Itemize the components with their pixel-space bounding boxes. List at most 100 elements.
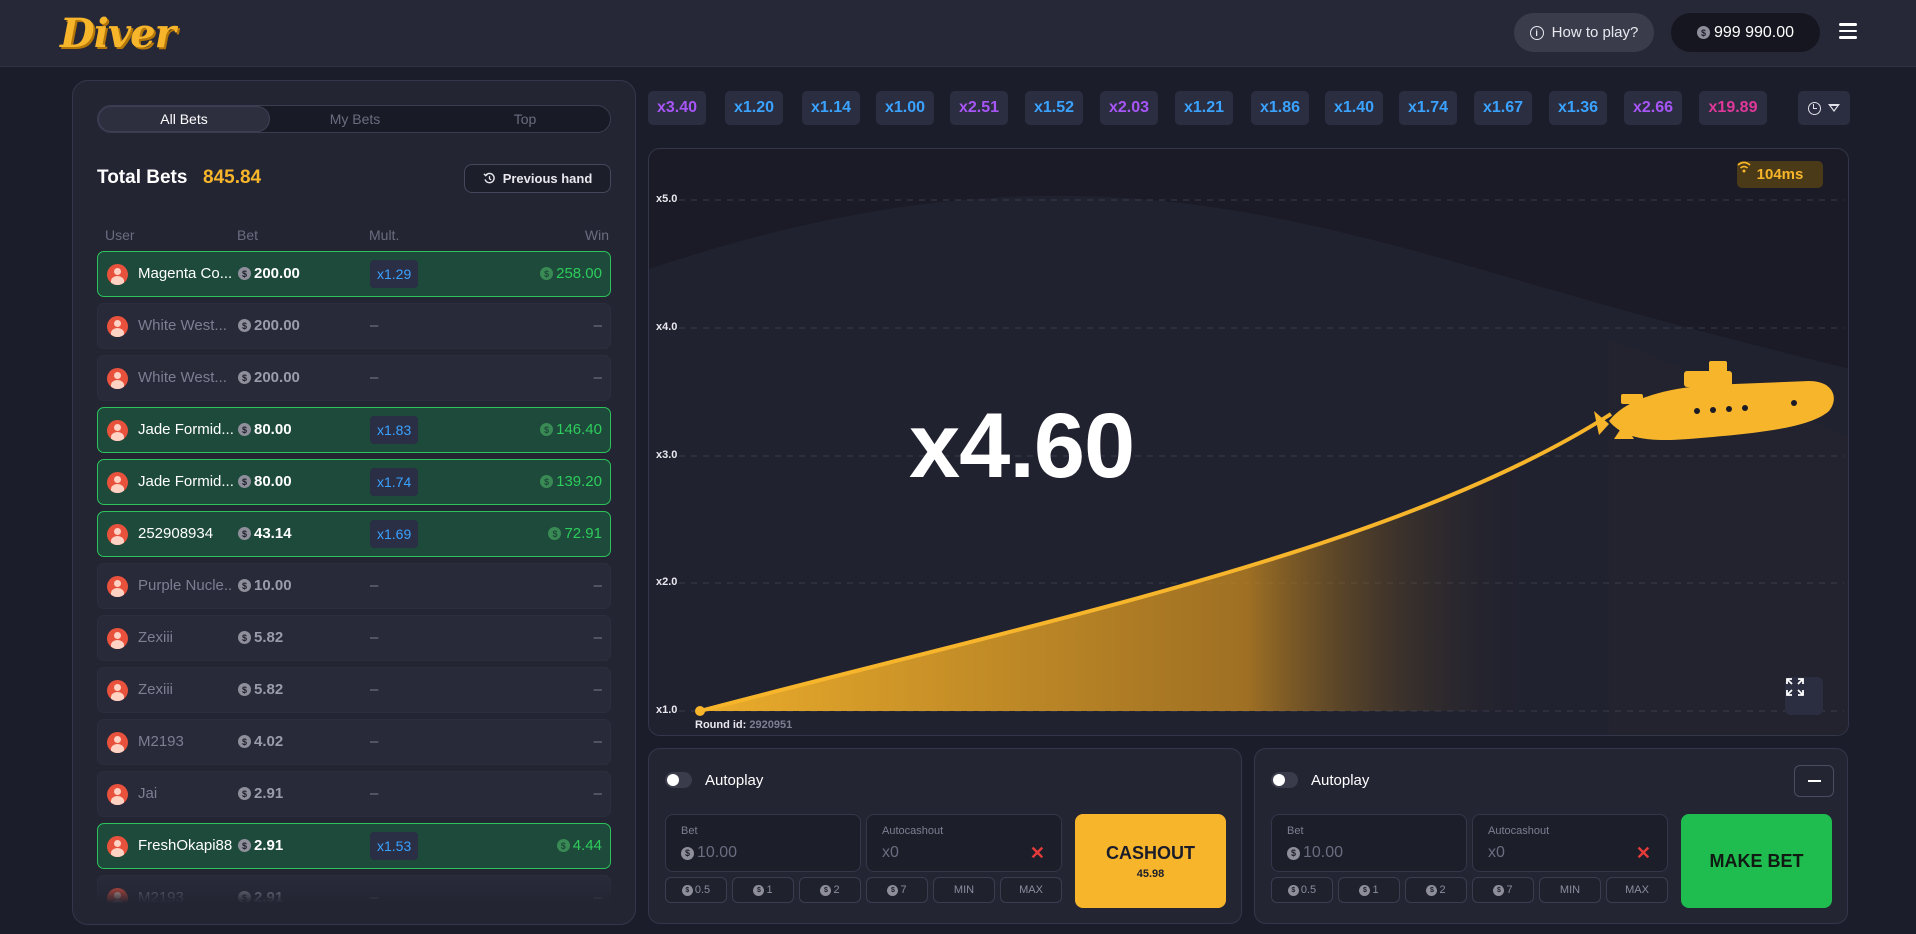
column-mult: Mult. bbox=[369, 227, 400, 243]
history-multiplier-chip[interactable]: x2.66 bbox=[1624, 91, 1682, 125]
bets-list: Magenta Co... $200.00 x1.29 $258.00 White We… bbox=[97, 251, 611, 903]
history-multiplier-chip[interactable]: x2.51 bbox=[950, 91, 1008, 125]
bet-panel-1: Autoplay Bet $10.00 Autocashout x0 ✕ $0.… bbox=[648, 748, 1242, 924]
bet-row-user: Jai bbox=[138, 785, 158, 802]
history-dropdown-button[interactable] bbox=[1798, 91, 1850, 125]
quick-bet-min[interactable]: MIN bbox=[1539, 877, 1601, 903]
fullscreen-button[interactable] bbox=[1785, 677, 1823, 715]
bet-field[interactable]: Bet $10.00 bbox=[1271, 814, 1467, 872]
total-bets-value: 845.84 bbox=[203, 167, 262, 188]
bet-row-user: Jade Formid... bbox=[138, 421, 233, 438]
bet-row-mult: x1.53 bbox=[370, 832, 419, 860]
bet-row-mult: – bbox=[370, 733, 379, 750]
history-multiplier-chip[interactable]: x1.74 bbox=[1399, 91, 1457, 125]
column-bet: Bet bbox=[237, 227, 259, 243]
tab-top[interactable]: Top bbox=[513, 111, 537, 127]
clear-autocashout-icon[interactable]: ✕ bbox=[1635, 843, 1651, 863]
bet-row-win: – bbox=[594, 317, 602, 334]
how-to-play-label: How to play? bbox=[1551, 24, 1639, 41]
quick-bet-0-5[interactable]: $0.5 bbox=[1271, 877, 1333, 903]
column-user: User bbox=[105, 227, 135, 243]
bet-row-win-value: – bbox=[593, 785, 602, 802]
autocashout-field[interactable]: Autocashout x0 ✕ bbox=[866, 814, 1062, 872]
bet-row-user: Zexiii bbox=[138, 629, 174, 646]
coin-icon: $ bbox=[1696, 26, 1710, 39]
bet-row-amount: $43.14 bbox=[238, 525, 292, 542]
autoplay-label: Autoplay bbox=[1311, 772, 1370, 789]
bet-field[interactable]: Bet $10.00 bbox=[665, 814, 861, 872]
bet-row-mult: x1.74 bbox=[370, 468, 419, 496]
history-multiplier-chip[interactable]: x1.20 bbox=[725, 91, 783, 125]
coin-icon: $ bbox=[556, 839, 570, 852]
user-avatar-icon bbox=[107, 732, 128, 753]
user-avatar-icon bbox=[107, 576, 128, 597]
bet-row-amount: $4.02 bbox=[238, 733, 283, 750]
user-avatar-icon bbox=[107, 784, 128, 805]
bet-row-user: Magenta Co... bbox=[138, 265, 233, 282]
bet-field-label: Bet bbox=[681, 825, 698, 837]
bet-row: Magenta Co... $200.00 x1.29 $258.00 bbox=[97, 251, 611, 297]
bet-row: Jade Formid... $80.00 x1.74 $139.20 bbox=[97, 459, 611, 505]
bets-panel: All Bets My Bets Top Total Bets 845.84 P… bbox=[72, 80, 636, 925]
bet-row: Zexiii $5.82 – – bbox=[97, 667, 611, 713]
user-avatar-icon bbox=[107, 524, 128, 545]
quick-bet-7[interactable]: $7 bbox=[1472, 877, 1534, 903]
autoplay-toggle[interactable] bbox=[665, 772, 692, 788]
history-multiplier-chip[interactable]: x3.40 bbox=[648, 91, 706, 125]
quick-bet-max[interactable]: MAX bbox=[1606, 877, 1668, 903]
history-multiplier-chip[interactable]: x1.52 bbox=[1025, 91, 1083, 125]
quick-bet-1[interactable]: $1 bbox=[1338, 877, 1400, 903]
coin-icon: $ bbox=[1426, 884, 1438, 896]
history-multiplier-chip[interactable]: x1.14 bbox=[802, 91, 860, 125]
quick-bet-2[interactable]: $2 bbox=[1405, 877, 1467, 903]
previous-hand-button[interactable]: Previous hand bbox=[464, 164, 611, 193]
quick-bet-min[interactable]: MIN bbox=[933, 877, 995, 903]
quick-bet-max[interactable]: MAX bbox=[1000, 877, 1062, 903]
clear-autocashout-icon[interactable]: ✕ bbox=[1029, 843, 1045, 863]
tab-all-bets[interactable]: All Bets bbox=[98, 106, 270, 132]
bet-row: Purple Nucle... $10.00 – – bbox=[97, 563, 611, 609]
history-multiplier-chip[interactable]: x2.03 bbox=[1100, 91, 1158, 125]
curve-start-point bbox=[695, 706, 705, 716]
bet-row-win-value: 72.91 bbox=[564, 525, 602, 542]
coin-icon: $ bbox=[238, 683, 251, 696]
user-avatar-icon bbox=[107, 628, 128, 649]
how-to-play-button[interactable]: i How to play? bbox=[1514, 13, 1654, 52]
history-multiplier-chip[interactable]: x1.86 bbox=[1251, 91, 1309, 125]
bet-row-win: $4.44 bbox=[556, 837, 602, 854]
quick-bet-7[interactable]: $7 bbox=[866, 877, 928, 903]
bet-row-win: – bbox=[594, 577, 602, 594]
bet-row-amount-value: 2.91 bbox=[254, 785, 284, 802]
bet-row-win: – bbox=[594, 629, 602, 646]
quick-bet-1[interactable]: $1 bbox=[732, 877, 794, 903]
history-multiplier-chip[interactable]: x1.21 bbox=[1175, 91, 1233, 125]
clock-icon bbox=[1807, 101, 1821, 115]
bet-row-amount: $2.91 bbox=[238, 785, 283, 802]
history-multiplier-chip[interactable]: x19.89 bbox=[1699, 91, 1767, 125]
history-multiplier-chip[interactable]: x1.00 bbox=[876, 91, 934, 125]
round-id-label: Round id: bbox=[695, 719, 747, 731]
cashout-button[interactable]: CASHOUT 45.98 bbox=[1075, 814, 1226, 908]
bet-row-amount-value: 200.00 bbox=[254, 369, 300, 386]
history-multiplier-chip[interactable]: x1.67 bbox=[1474, 91, 1532, 125]
bet-row-amount-value: 5.82 bbox=[254, 681, 284, 698]
remove-bet-panel-button[interactable] bbox=[1794, 765, 1834, 797]
hamburger-menu-icon[interactable] bbox=[1839, 23, 1857, 39]
bet-row-amount: $2.91 bbox=[238, 837, 283, 854]
tab-my-bets[interactable]: My Bets bbox=[329, 111, 381, 127]
make-bet-button[interactable]: MAKE BET bbox=[1681, 814, 1832, 908]
bet-row-user: Purple Nucle... bbox=[138, 577, 233, 594]
coin-icon: $ bbox=[681, 846, 694, 860]
autocashout-field[interactable]: Autocashout x0 ✕ bbox=[1472, 814, 1668, 872]
history-multiplier-chip[interactable]: x1.36 bbox=[1549, 91, 1607, 125]
bet-row-amount: $80.00 bbox=[238, 473, 292, 490]
quick-bet-2[interactable]: $2 bbox=[799, 877, 861, 903]
y-label-4: x4.0 bbox=[656, 321, 678, 333]
autocashout-label: Autocashout bbox=[882, 825, 944, 837]
submarine-icon bbox=[1594, 361, 1834, 441]
quick-bet-0-5[interactable]: $0.5 bbox=[665, 877, 727, 903]
history-multiplier-chip[interactable]: x1.40 bbox=[1325, 91, 1383, 125]
bet-row-user: White West... bbox=[138, 317, 227, 334]
quick-bet-label: 0.5 bbox=[694, 884, 711, 896]
autoplay-toggle[interactable] bbox=[1271, 772, 1298, 788]
